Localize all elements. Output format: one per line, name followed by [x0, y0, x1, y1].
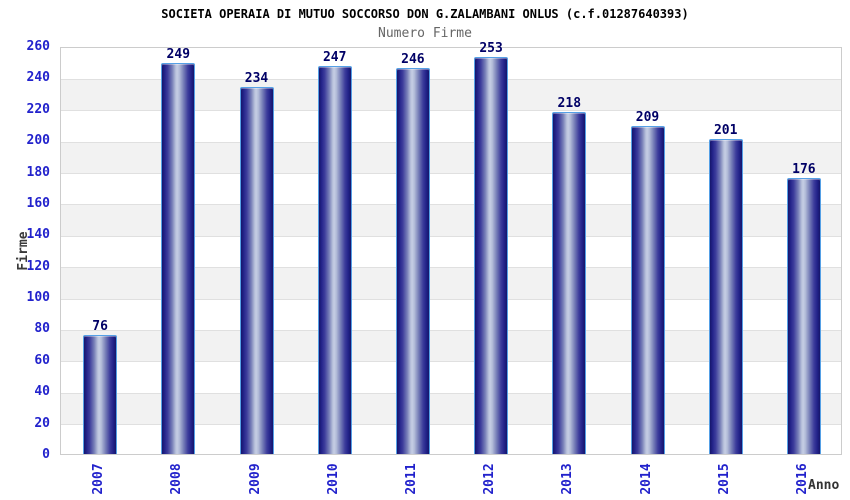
bar-value-label: 201 [713, 122, 738, 138]
x-tick-label: 2007 [91, 463, 107, 495]
y-tick-label: 120 [26, 258, 50, 274]
bar [630, 126, 665, 454]
x-tick-label: 2009 [247, 463, 263, 495]
gridline [61, 424, 841, 426]
bar [317, 66, 352, 454]
gridline [61, 235, 841, 237]
gridline [61, 298, 841, 300]
plot-area: 76 249 234 247 246 253 218 209 201 176 [60, 41, 842, 455]
x-tick-label: 2012 [482, 463, 498, 495]
bar [83, 334, 118, 454]
bar [161, 63, 196, 454]
y-tick-label: 0 [42, 447, 50, 462]
y-tick-label: 60 [34, 352, 50, 368]
gridline [61, 204, 841, 206]
gridline [61, 361, 841, 363]
bar-value-label: 218 [557, 95, 582, 111]
y-tick-label: 220 [26, 101, 50, 117]
bar [708, 138, 743, 454]
bar [474, 57, 509, 454]
y-tick-label: 180 [26, 164, 50, 180]
y-tick-label: 240 [26, 70, 50, 86]
gridline [61, 110, 841, 112]
bar-value-label: 176 [792, 161, 816, 177]
x-tick-label: 2015 [716, 463, 732, 495]
bar-value-label: 209 [635, 110, 660, 126]
y-tick-label: 140 [26, 227, 50, 243]
y-tick-label: 100 [26, 290, 50, 306]
bar [239, 86, 274, 454]
bar-value-label: 234 [244, 70, 269, 86]
y-tick-label: 200 [26, 133, 50, 149]
gridline [61, 392, 841, 394]
y-tick-label: 260 [26, 39, 50, 54]
bar-value-label: 253 [479, 41, 503, 56]
x-tick-label: 2014 [638, 463, 654, 495]
gridline [61, 141, 841, 143]
bar [786, 177, 821, 454]
bar [395, 67, 430, 454]
bar-value-label: 247 [322, 50, 347, 66]
x-tick-label: 2010 [325, 463, 341, 495]
y-tick-label: 20 [34, 415, 50, 431]
gridline [61, 267, 841, 269]
x-tick-label: 2016 [794, 463, 810, 495]
chart-title: SOCIETA OPERAIA DI MUTUO SOCCORSO DON G.… [161, 7, 689, 21]
y-tick-label: 80 [34, 321, 50, 337]
x-axis-title: Anno [808, 478, 840, 493]
x-tick-label: 2011 [403, 463, 419, 495]
chart-subtitle: Numero Firme [378, 26, 472, 41]
x-tick-label: 2013 [560, 463, 576, 495]
bar-value-label: 249 [166, 47, 191, 63]
bar-value-label: 246 [401, 51, 425, 67]
x-tick-label: 2008 [169, 463, 185, 495]
y-tick-label: 160 [26, 195, 50, 211]
gridline [61, 173, 841, 175]
y-tick-label: 40 [34, 384, 50, 400]
bar [552, 111, 587, 454]
gridline [61, 329, 841, 331]
gridline [61, 78, 841, 80]
bar-value-label: 76 [92, 318, 108, 334]
